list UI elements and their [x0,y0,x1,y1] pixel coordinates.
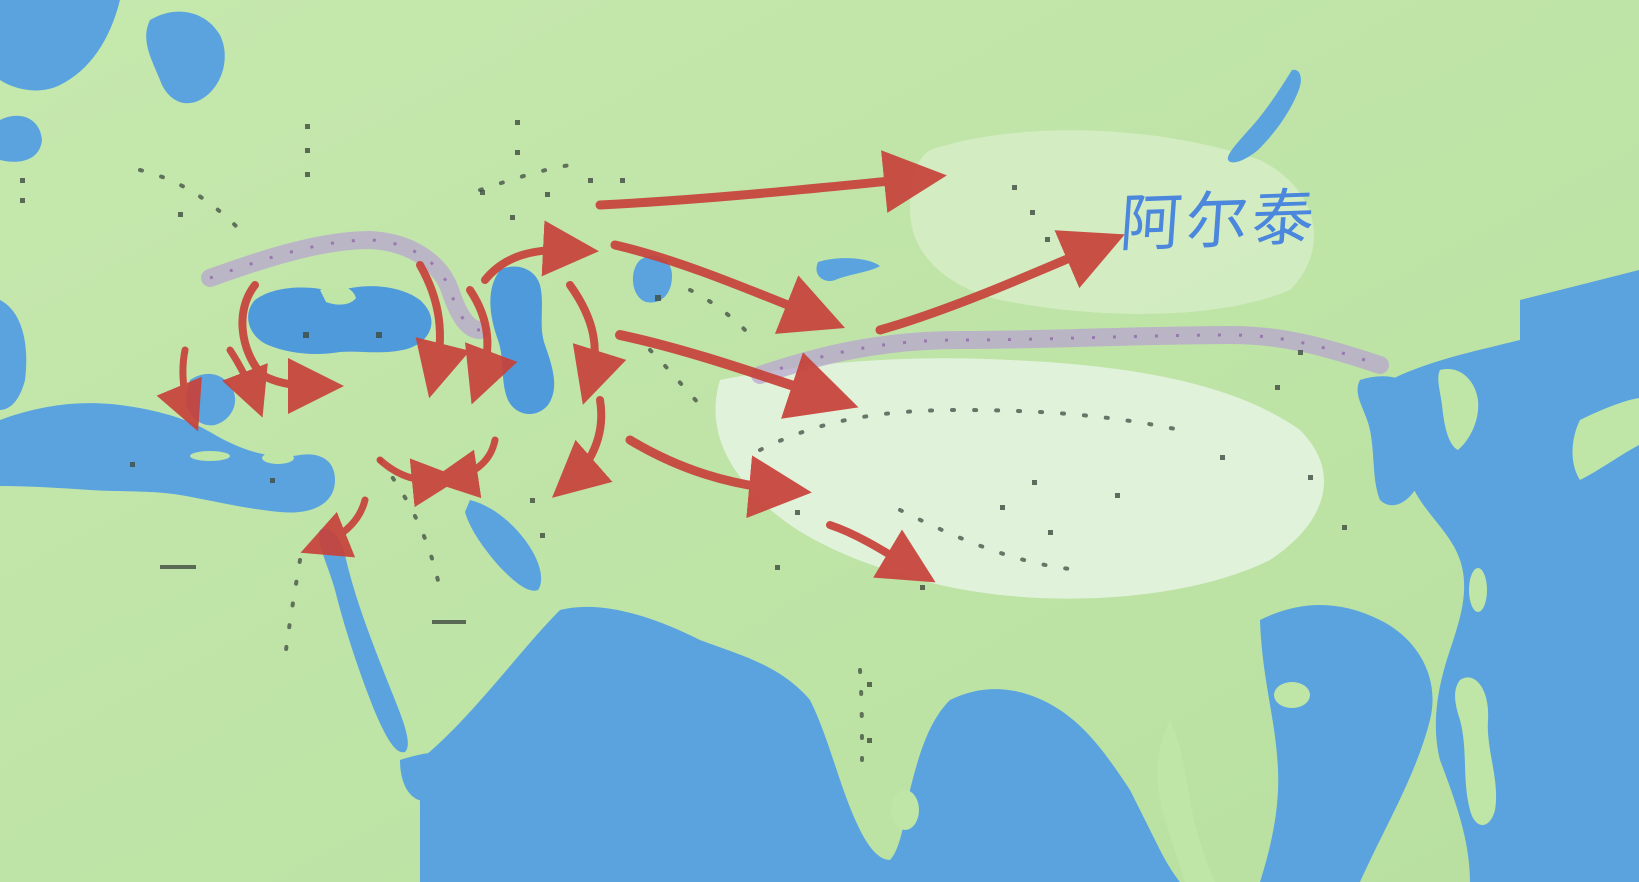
arrow-to-balkhash [610,240,846,334]
crete-island [190,451,230,461]
dotted-routes [138,163,1182,762]
aral-sea [632,255,672,303]
persian-gulf [465,500,542,591]
indian-ocean [420,606,1180,882]
arrow-mesopotamia [429,436,499,499]
philippines [1455,677,1497,825]
baltic-sea [146,11,225,104]
black-sea [248,286,432,354]
highland-mongolia [910,130,1314,314]
arrow-caspian-north [481,220,599,284]
korean-peninsula [1438,369,1479,450]
hainan-island [1274,682,1310,708]
atlantic-sea [0,300,27,410]
arrow-to-altai [875,230,1125,335]
arrow-caucasus-1 [415,261,470,399]
arrow-to-mongolia [595,150,947,213]
arrow-to-india [826,521,936,583]
place-markers [20,120,1347,743]
migration-arrows [156,150,1125,583]
north-sea [0,0,120,91]
arrow-caucasus-2 [465,286,518,405]
arrow-to-tarim [615,330,859,419]
arrow-iran [551,396,613,498]
altai-handwritten-label: 阿尔泰 [1117,180,1321,261]
norwegian-coast-sea [0,115,42,162]
red-sea [318,528,408,753]
lake-baikal [1227,69,1301,163]
sri-lanka [891,790,919,830]
malay-peninsula [1157,720,1215,882]
mediterranean-sea [0,403,335,513]
steppe-boundary [201,230,1389,384]
yellow-sea [1357,376,1434,506]
arrow-balkans-2 [222,346,268,418]
taiwan-island [1469,568,1487,612]
south-china-sea [1260,605,1433,882]
sea-of-japan [1520,270,1639,410]
gulf-of-aden [400,751,480,801]
arrow-balkans-1 [156,346,202,432]
japan-islands [1572,398,1639,480]
arrow-caspian-east [566,281,627,405]
arrow-to-pamir [625,435,812,519]
arrow-levant [300,496,369,558]
crimea-peninsula [320,285,356,305]
lake-balkhash [816,258,880,282]
cyprus-island [262,452,294,464]
